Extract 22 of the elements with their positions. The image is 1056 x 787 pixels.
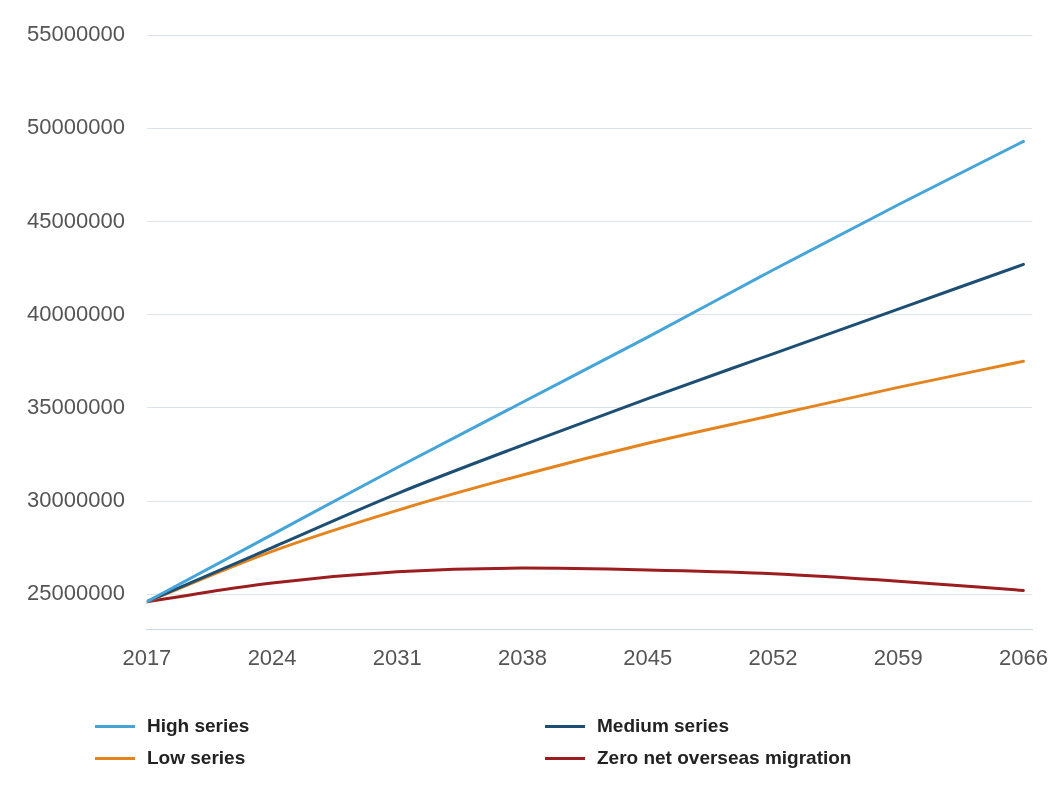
y-tick-label: 35000000 — [26, 393, 125, 419]
legend-label: Zero net overseas migration — [597, 747, 852, 769]
x-tick-label: 2059 — [873, 644, 923, 670]
x-tick-label: 2017 — [122, 644, 172, 670]
line-series — [146, 139, 1025, 604]
y-tick-label: 55000000 — [26, 21, 125, 47]
x-tick-label: 2031 — [372, 644, 422, 670]
legend-label: Medium series — [597, 715, 729, 737]
line-series — [146, 262, 1025, 604]
y-tick-label: 50000000 — [26, 114, 125, 140]
line-series — [146, 566, 1025, 604]
legend-label: Low series — [147, 747, 246, 769]
y-tick-label: 40000000 — [26, 300, 125, 326]
x-tick-label: 2066 — [998, 644, 1048, 670]
y-tick-label: 30000000 — [26, 487, 125, 513]
x-tick-label: 2038 — [498, 644, 548, 670]
x-tick-label: 2052 — [748, 644, 798, 670]
legend-label: High series — [147, 715, 250, 737]
y-tick-label: 45000000 — [26, 207, 125, 233]
x-tick-label: 2024 — [247, 644, 297, 670]
x-tick-label: 2045 — [623, 644, 673, 670]
y-tick-label: 25000000 — [26, 580, 125, 606]
